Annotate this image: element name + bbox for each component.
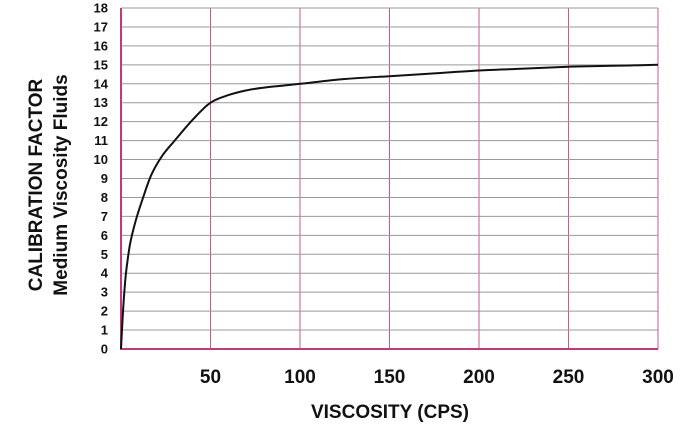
y-tick-label: 13	[94, 95, 108, 110]
x-axis-title: VISCOSITY (CPS)	[311, 402, 469, 423]
horizontal-gridlines	[121, 7, 658, 331]
y-axis-subtitle: Medium Viscosity Fluids	[51, 74, 72, 295]
x-tick-label: 200	[463, 367, 495, 388]
y-tick-label: 6	[101, 228, 108, 243]
x-tick-labels: 50 100 150 200 250 300	[200, 367, 674, 388]
y-tick-label: 4	[101, 266, 109, 281]
x-tick-label: 250	[553, 367, 585, 388]
y-tick-label: 3	[101, 285, 108, 300]
y-tick-label: 18	[94, 1, 108, 16]
x-tick-label: 100	[284, 367, 316, 388]
y-tick-label: 0	[101, 342, 108, 357]
y-axis-title: CALIBRATION FACTOR	[26, 78, 47, 291]
x-tick-label: 300	[642, 367, 674, 388]
y-tick-label: 15	[94, 57, 108, 72]
x-tick-label: 150	[374, 367, 406, 388]
y-tick-label: 1	[101, 323, 108, 338]
y-tick-label: 5	[101, 247, 108, 262]
y-tick-label: 8	[101, 190, 108, 205]
y-tick-label: 14	[94, 76, 109, 91]
y-tick-label: 7	[101, 209, 108, 224]
axes	[120, 8, 658, 350]
y-tick-label: 17	[94, 19, 108, 34]
y-tick-label: 11	[94, 133, 108, 148]
x-tick-label: 50	[200, 367, 221, 388]
y-tick-label: 10	[94, 152, 108, 167]
y-tick-label: 16	[94, 38, 108, 53]
y-tick-label: 9	[101, 171, 108, 186]
y-tick-label: 2	[101, 304, 108, 319]
calibration-curve	[120, 63, 659, 350]
y-tick-label: 12	[94, 114, 108, 129]
